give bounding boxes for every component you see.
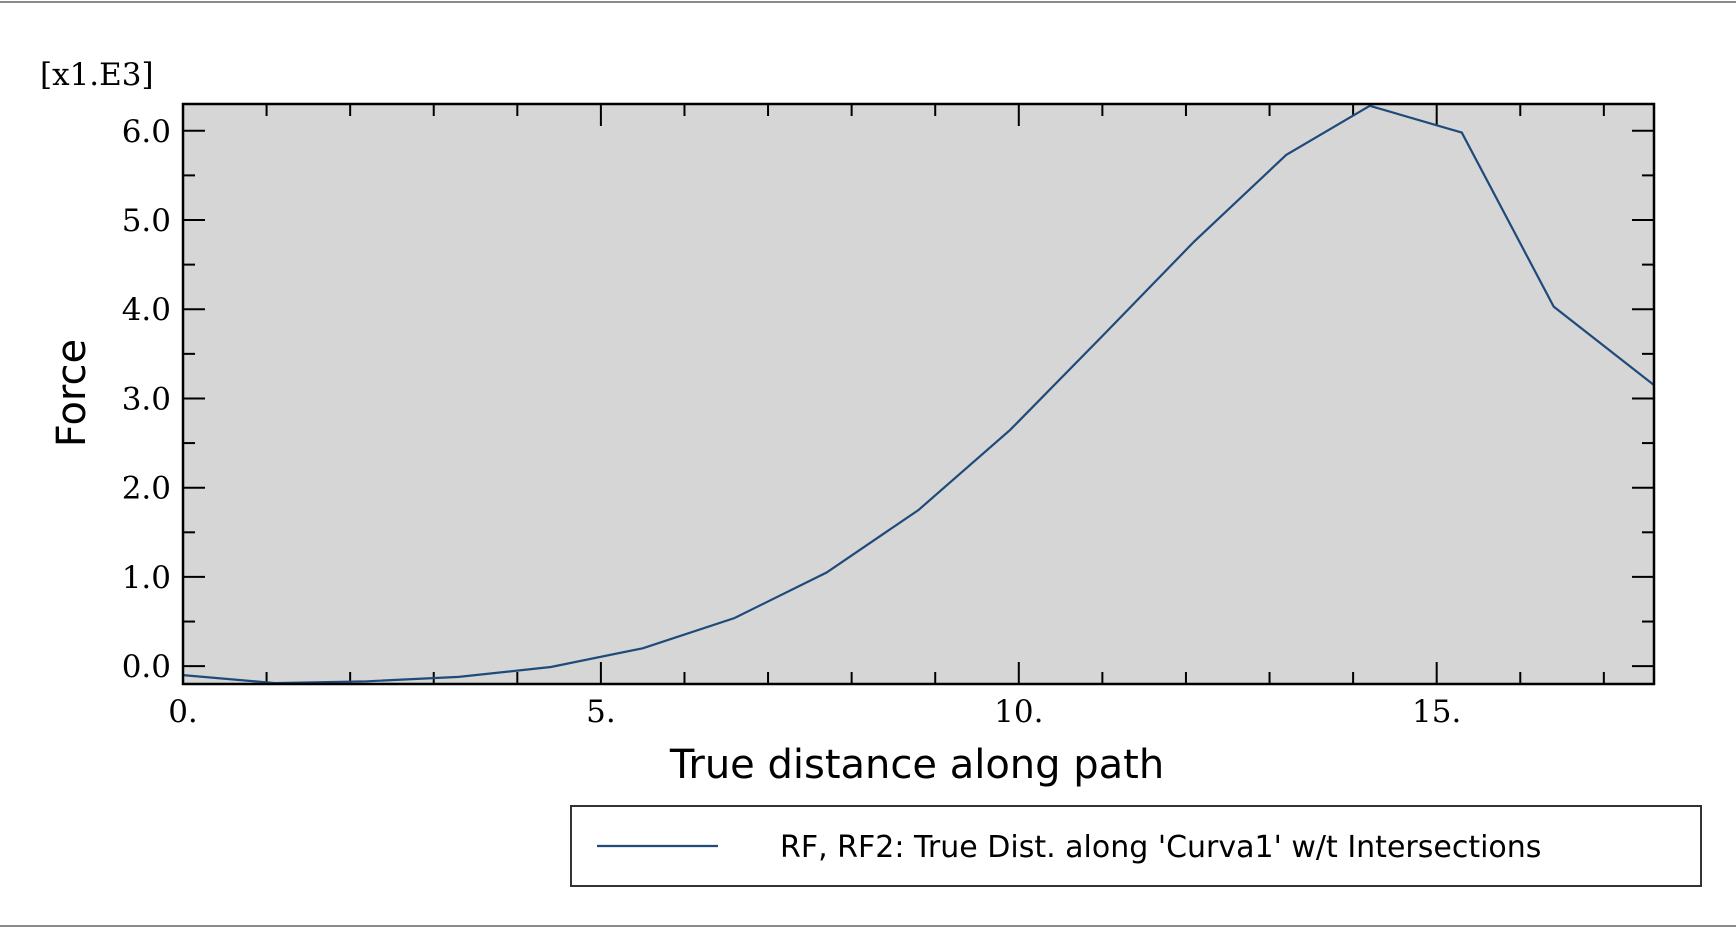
y-tick-label: 0.0	[122, 649, 171, 685]
x-tick-label: 0.	[168, 694, 198, 730]
y-axis-title: Force	[49, 339, 95, 447]
x-tick-label: 10.	[994, 694, 1043, 730]
x-tick-label: 5.	[586, 694, 616, 730]
plot-area	[183, 104, 1654, 684]
y-tick-label: 3.0	[122, 381, 171, 417]
axis-tick-labels: 0. 5. 10. 15. 0.0 1.0 2.0 3.0 4.0 5.0 6.0	[122, 114, 1462, 730]
y-axis-multiplier: [x1.E3]	[40, 57, 154, 93]
y-tick-label: 2.0	[122, 471, 171, 507]
y-tick-label: 6.0	[122, 114, 171, 150]
x-axis-title: True distance along path	[669, 742, 1164, 788]
legend: RF, RF2: True Dist. along 'Curva1' w/t I…	[570, 805, 1702, 887]
legend-entry-label: RF, RF2: True Dist. along 'Curva1' w/t I…	[780, 830, 1541, 865]
y-tick-label: 1.0	[122, 560, 171, 596]
x-tick-label: 15.	[1412, 694, 1461, 730]
series-line	[182, 104, 1655, 685]
legend-box	[570, 805, 1702, 887]
axis-ticks	[182, 104, 1654, 684]
y-tick-label: 5.0	[122, 203, 171, 239]
y-tick-label: 4.0	[122, 292, 171, 328]
plot-frame	[181, 102, 1656, 686]
